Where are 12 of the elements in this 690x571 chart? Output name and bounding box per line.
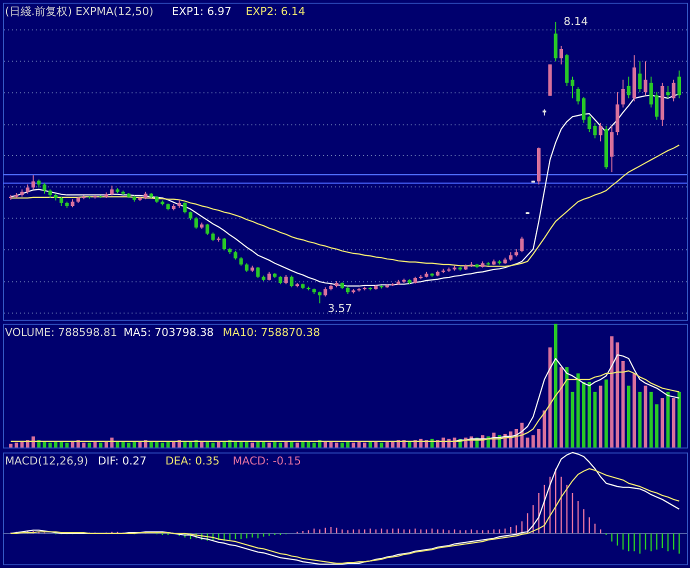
text: EXP2: 6.14	[246, 4, 306, 18]
text: DEA: 0.35	[165, 454, 220, 468]
chart-title: (日綫.前复权) EXPMA(12,50)	[4, 4, 154, 18]
text: EXP1: 6.97	[172, 4, 232, 18]
text: DIF: 0.27	[98, 454, 147, 468]
chart-title: VOLUME: 788598.81	[4, 326, 118, 339]
text: MACD: -0.15	[232, 454, 302, 468]
text: MA5: 703798.38	[123, 326, 214, 339]
chart-title: MACD(12,26,9)	[4, 454, 88, 468]
annotation: 8.14	[564, 14, 588, 28]
text: MA10: 758870.38	[222, 326, 320, 339]
annotation: 3.57	[328, 302, 352, 316]
